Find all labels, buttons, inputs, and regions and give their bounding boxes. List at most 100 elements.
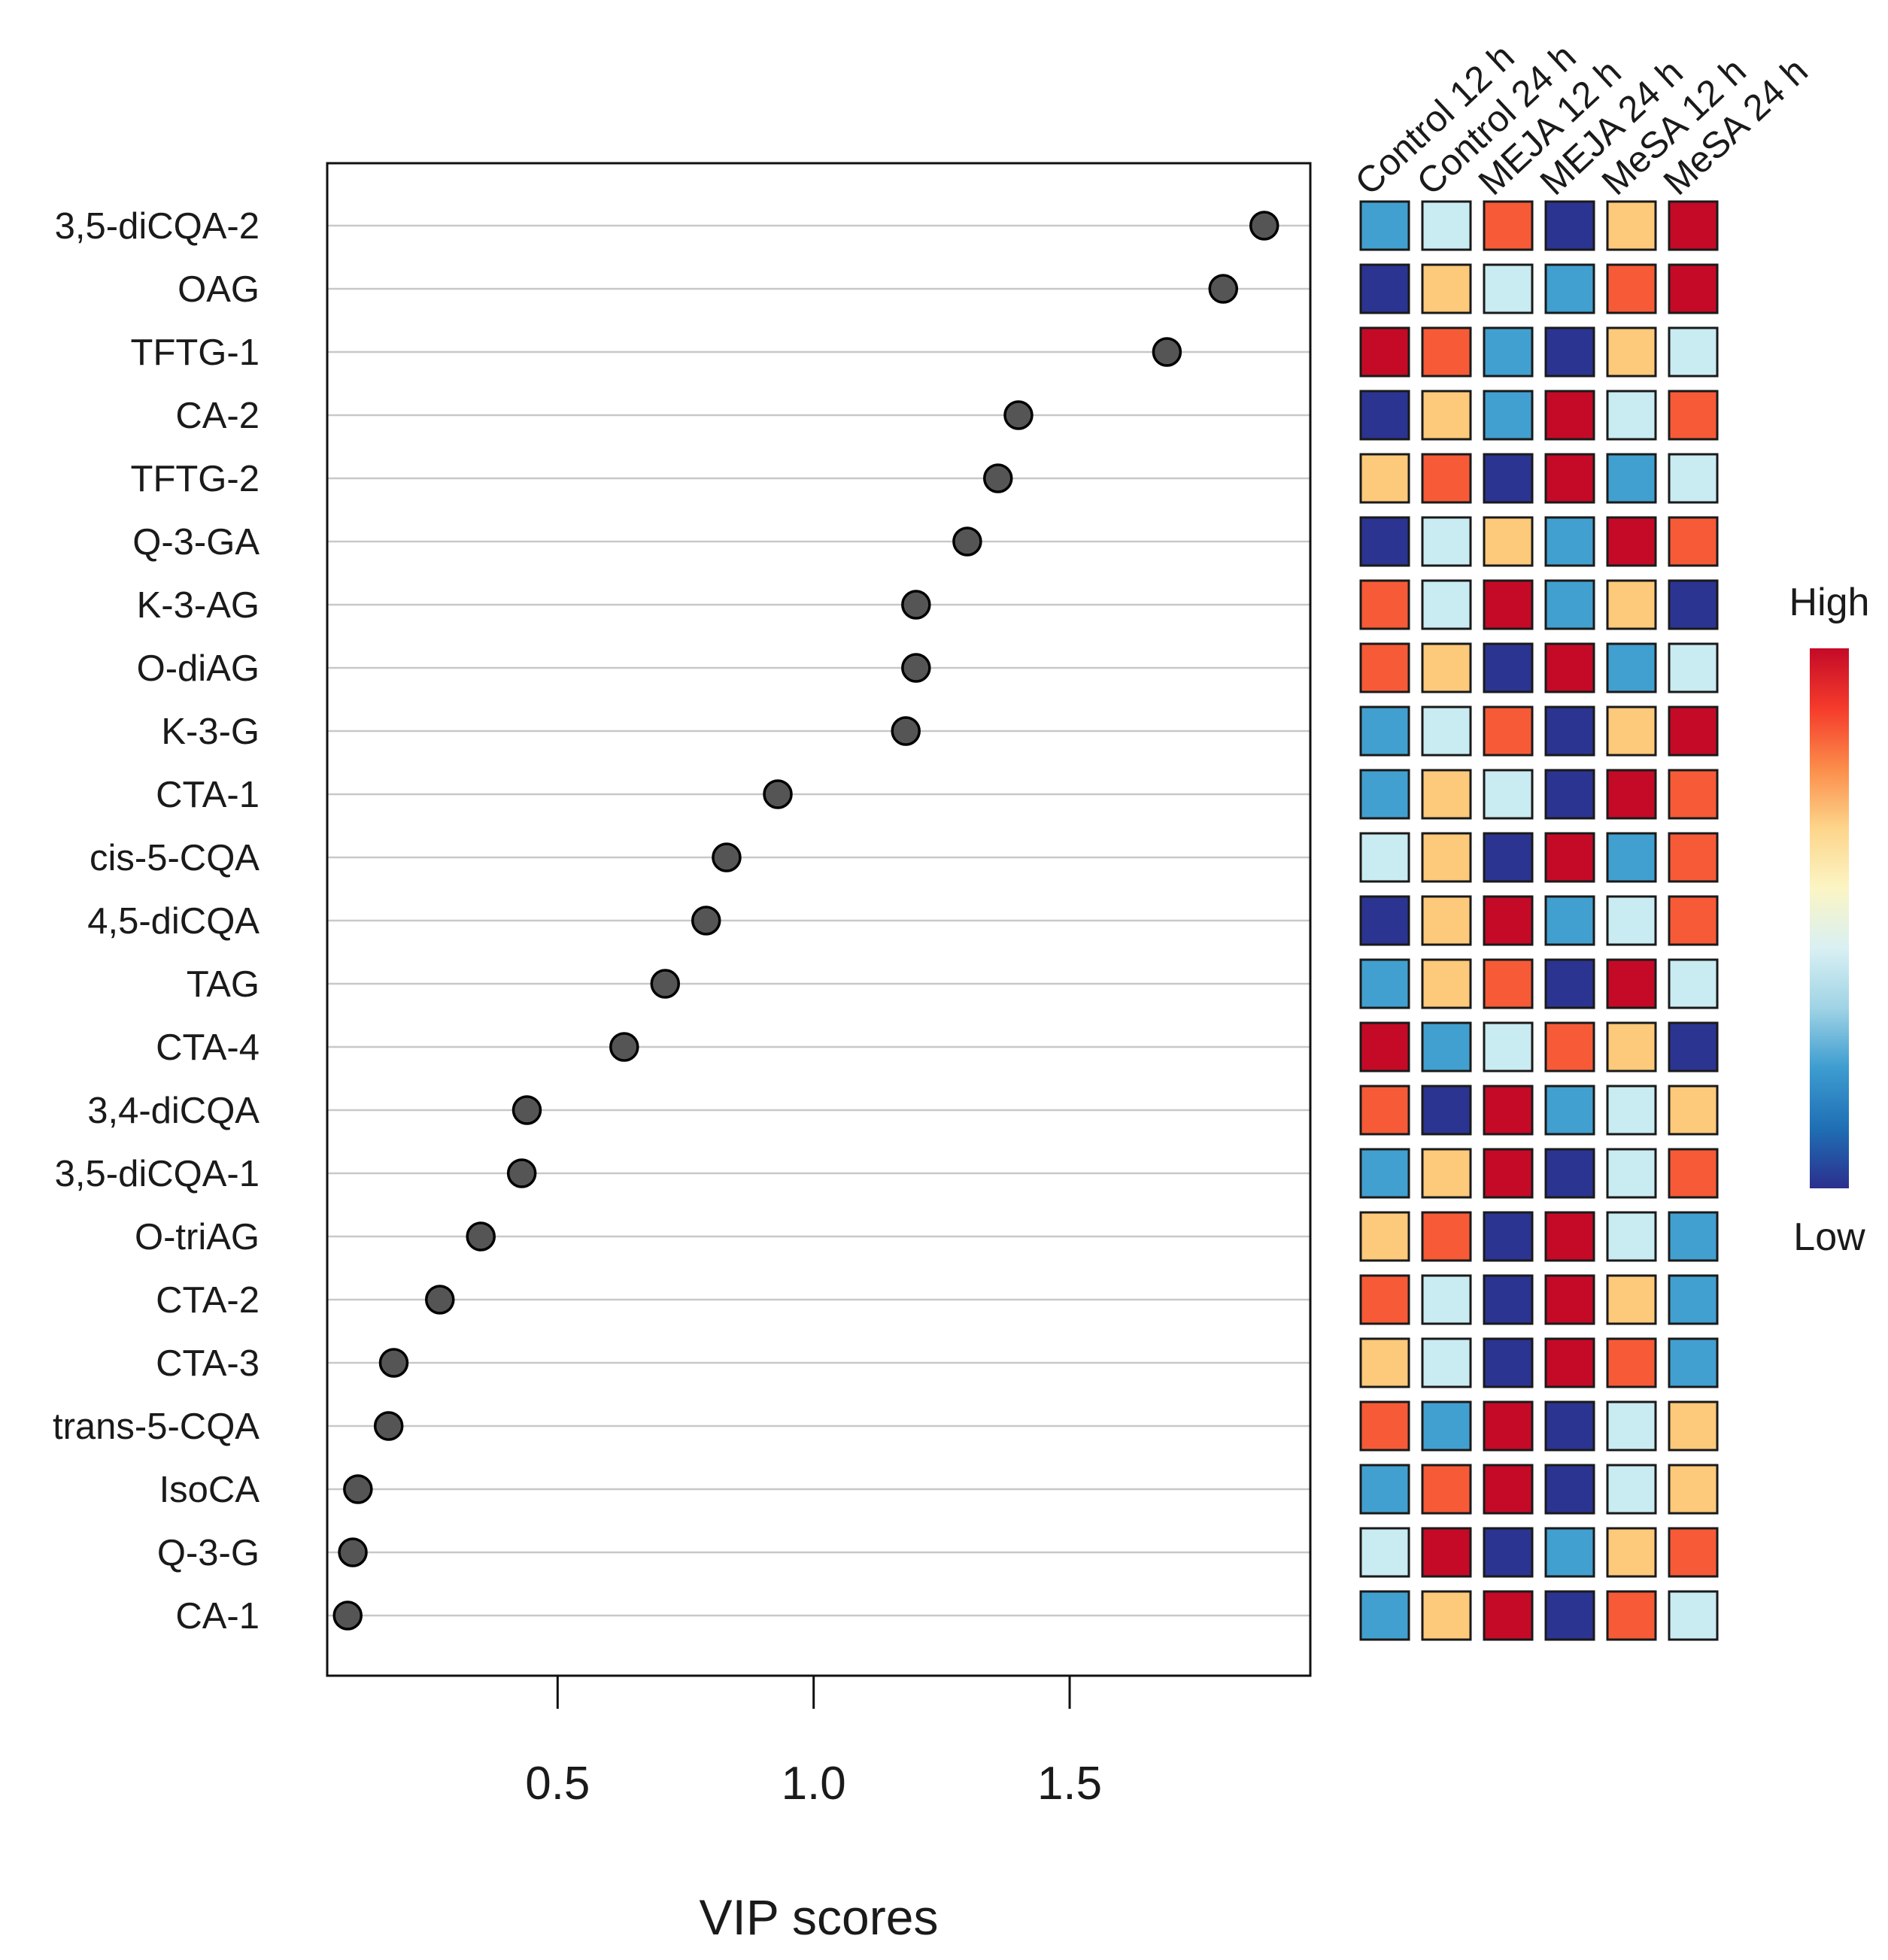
data-point xyxy=(609,1032,639,1062)
heatmap-cell xyxy=(1668,1274,1719,1325)
heatmap-cell xyxy=(1483,579,1534,630)
y-tick-label: CA-1 xyxy=(175,1596,260,1637)
heatmap-cell xyxy=(1421,579,1472,630)
heatmap-cell xyxy=(1483,390,1534,441)
heatmap-cell xyxy=(1544,326,1595,378)
heatmap-cell xyxy=(1606,1274,1657,1325)
heatmap-cell xyxy=(1606,895,1657,946)
heatmap-cell xyxy=(1359,516,1410,567)
heatmap-cell xyxy=(1668,390,1719,441)
x-tick-label: 1.0 xyxy=(782,1758,846,1810)
heatmap-cell xyxy=(1421,326,1472,378)
heatmap-cell xyxy=(1544,832,1595,883)
y-tick-label: TFTG-1 xyxy=(131,332,260,373)
heatmap-cell xyxy=(1359,705,1410,757)
plot-frame xyxy=(326,162,1312,1677)
heatmap-cell xyxy=(1668,895,1719,946)
heatmap-cell xyxy=(1544,1085,1595,1136)
heatmap-cell xyxy=(1668,1590,1719,1641)
heatmap-cell xyxy=(1668,769,1719,820)
legend-low-label: Low xyxy=(1793,1215,1865,1259)
heatmap-cell xyxy=(1668,516,1719,567)
heatmap-cell xyxy=(1668,453,1719,504)
heatmap-cell xyxy=(1483,1148,1534,1199)
heatmap-cell xyxy=(1544,263,1595,314)
heatmap-cell xyxy=(1359,390,1410,441)
heatmap-cell xyxy=(1359,1464,1410,1515)
y-tick-label: 4,5-diCQA xyxy=(87,901,260,942)
heatmap-cell xyxy=(1606,1211,1657,1262)
heatmap-cell xyxy=(1359,769,1410,820)
y-tick-label: Q-3-G xyxy=(157,1533,260,1573)
heatmap-cell xyxy=(1421,958,1472,1009)
heatmap-cell xyxy=(1359,1085,1410,1136)
heatmap-cell xyxy=(1359,832,1410,883)
heatmap-cell xyxy=(1421,390,1472,441)
legend-gradient-bar xyxy=(1810,648,1849,1188)
heatmap-cell xyxy=(1483,453,1534,504)
heatmap-cell xyxy=(1421,516,1472,567)
heatmap-cell xyxy=(1606,579,1657,630)
data-point xyxy=(378,1348,409,1378)
data-point xyxy=(712,842,742,872)
heatmap-cell xyxy=(1668,200,1719,251)
heatmap-cell xyxy=(1483,895,1534,946)
heatmap-cell xyxy=(1359,263,1410,314)
heatmap-cell xyxy=(1606,453,1657,504)
heatmap-cell xyxy=(1544,1400,1595,1452)
heatmap-cell xyxy=(1421,895,1472,946)
heatmap-cell xyxy=(1421,642,1472,693)
heatmap-cell xyxy=(1483,516,1534,567)
heatmap-cell xyxy=(1606,1464,1657,1515)
heatmap-cell xyxy=(1483,958,1534,1009)
legend-high-label: High xyxy=(1789,581,1870,624)
color-legend: High Low xyxy=(1789,581,1870,1259)
heatmap-cell xyxy=(1483,326,1534,378)
x-tick-label: 1.5 xyxy=(1037,1758,1102,1810)
data-point xyxy=(901,590,931,620)
y-tick-label: IsoCA xyxy=(159,1470,260,1510)
heatmap-cell xyxy=(1544,579,1595,630)
heatmap-cell xyxy=(1544,1590,1595,1641)
heatmap-cell xyxy=(1359,642,1410,693)
heatmap-cell xyxy=(1483,832,1534,883)
data-point xyxy=(1003,400,1034,430)
heatmap-cell xyxy=(1606,958,1657,1009)
data-point xyxy=(763,779,793,809)
data-point xyxy=(1208,274,1239,304)
y-tick-label: 3,4-diCQA xyxy=(87,1091,260,1131)
data-point xyxy=(952,526,982,557)
heatmap-cell xyxy=(1483,1337,1534,1388)
heatmap-cell xyxy=(1544,453,1595,504)
heatmap-cell xyxy=(1668,1085,1719,1136)
heatmap-cell xyxy=(1421,453,1472,504)
heatmap-cell xyxy=(1544,1337,1595,1388)
y-tick-label: CTA-1 xyxy=(156,775,260,815)
heatmap-cell xyxy=(1668,832,1719,883)
heatmap-cell xyxy=(1544,642,1595,693)
heatmap-cell xyxy=(1606,390,1657,441)
heatmap-cell xyxy=(1421,263,1472,314)
heatmap-cell xyxy=(1359,1211,1410,1262)
heatmap-cell xyxy=(1544,516,1595,567)
heatmap-cell xyxy=(1668,705,1719,757)
y-tick-label: Q-3-GA xyxy=(132,522,260,563)
y-tick-label: TAG xyxy=(187,964,260,1005)
heatmap-cell xyxy=(1544,1527,1595,1578)
data-point xyxy=(373,1411,404,1441)
heatmap-cell xyxy=(1359,1527,1410,1578)
data-point xyxy=(338,1537,368,1567)
data-point xyxy=(343,1474,373,1504)
heatmap-cell xyxy=(1421,200,1472,251)
heatmap-cell xyxy=(1544,200,1595,251)
data-point xyxy=(983,463,1013,493)
x-axis-title: VIP scores xyxy=(700,1889,939,1945)
heatmap-cell xyxy=(1668,1464,1719,1515)
heatmap-cell xyxy=(1359,453,1410,504)
heatmap-cell xyxy=(1359,1337,1410,1388)
heatmap-cell xyxy=(1483,1021,1534,1073)
heatmap-cell xyxy=(1359,326,1410,378)
